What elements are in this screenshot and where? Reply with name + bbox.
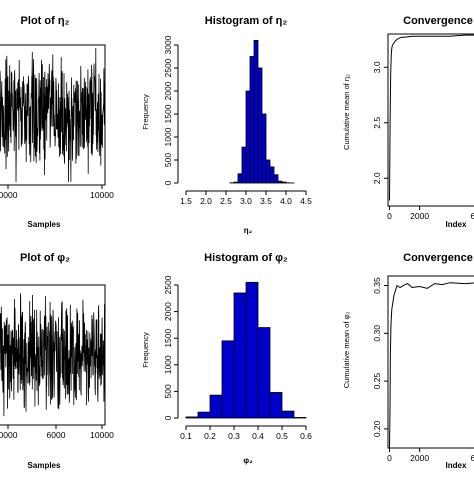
hist1-ytick-label: 3000: [163, 35, 173, 54]
hist2-bar: [258, 328, 270, 418]
hist2-xtick-label: 0.4: [252, 431, 264, 441]
hist1-bar: [278, 181, 282, 183]
hist2-bar: [198, 412, 210, 418]
conv2-ytick-label: 0.20: [372, 420, 382, 437]
conv1-xtick-label: 0: [387, 211, 392, 221]
hist1-bar: [238, 174, 242, 183]
hist1-bar: [274, 175, 278, 183]
hist1-ytick-label: 1000: [163, 127, 173, 146]
conv1-ylabel: Cumulative mean of η₂: [342, 74, 351, 150]
conv2-xtick-label: 2000: [410, 453, 429, 463]
hist1-bar: [234, 182, 238, 183]
hist2-title: Histogram of φ₂: [204, 252, 288, 264]
hist1-ytick-label: 2000: [163, 81, 173, 100]
conv1-xtick-label: 6000: [470, 211, 474, 221]
hist2-bar: [294, 417, 306, 418]
conv1-title: Convergence: [403, 15, 473, 27]
hist2-bar: [210, 395, 222, 418]
hist1-ytick-label: 0: [163, 180, 173, 185]
hist2-ytick-label: 2000: [163, 302, 173, 321]
hist2-xtick-label: 0.1: [180, 431, 192, 441]
hist2-ytick-label: 2500: [163, 275, 173, 294]
hist1-xtick-label: 2.5: [220, 196, 232, 206]
hist2-bar: [282, 411, 294, 418]
hist1-bar: [250, 57, 254, 184]
hist1-xlabel: η₂: [244, 226, 253, 235]
hist2-xtick-label: 0.3: [228, 431, 240, 441]
hist1-xtick-label: 4.5: [300, 196, 312, 206]
conv2-xtick-label: 6000: [470, 453, 474, 463]
hist1-xtick-label: 4.0: [280, 196, 292, 206]
hist2-bar: [186, 417, 198, 418]
conv2-xlabel: Index: [446, 461, 467, 470]
trace2-xtick-label: 6000: [47, 430, 66, 440]
hist2-xtick-label: 0.6: [300, 431, 312, 441]
conv2-ytick-label: 0.30: [372, 325, 382, 342]
hist2-xtick-label: 0.2: [204, 431, 216, 441]
hist1-xtick-label: 2.0: [200, 196, 212, 206]
conv2-title: Convergence: [403, 252, 473, 264]
hist1-xtick-label: 3.5: [260, 196, 272, 206]
conv1-xtick-label: 2000: [410, 211, 429, 221]
hist1-bar: [266, 160, 270, 183]
trace1-title: Plot of η₂: [21, 15, 70, 27]
hist1-ylabel: Frequency: [141, 94, 150, 130]
hist1-bar: [242, 147, 246, 183]
hist1-bar: [258, 68, 262, 183]
conv2-ytick-label: 0.35: [372, 277, 382, 294]
conv1-ytick-label: 2.0: [372, 172, 382, 184]
hist1-bar: [246, 91, 250, 183]
hist1-ytick-label: 2500: [163, 58, 173, 77]
hist1-ytick-label: 1500: [163, 104, 173, 123]
hist2-ytick-label: 500: [163, 384, 173, 398]
conv2-ylabel: Cumulative mean of φ₂: [342, 312, 351, 389]
hist1-bar: [262, 114, 266, 183]
trace2-xtick-label: 0000: [0, 430, 18, 440]
hist1-xtick-label: 3.0: [240, 196, 252, 206]
hist2-bar: [270, 392, 282, 418]
trace1-xtick-label: 0000: [0, 190, 18, 200]
hist2-xtick-label: 0.5: [276, 431, 288, 441]
conv1-ytick-label: 3.0: [372, 61, 382, 73]
hist1-bar: [254, 40, 258, 183]
trace1-xtick-label: 10000: [90, 190, 114, 200]
hist1-bar: [282, 182, 286, 183]
hist1-xtick-label: 1.5: [180, 196, 192, 206]
conv1-ytick-label: 2.5: [372, 117, 382, 129]
hist2-ytick-label: 1500: [163, 328, 173, 347]
hist1-bar: [270, 167, 274, 183]
hist2-bar: [222, 341, 234, 418]
conv2-ytick-label: 0.25: [372, 373, 382, 390]
hist2-ylabel: Frequency: [141, 332, 150, 368]
trace1-xlabel: Samples: [28, 220, 61, 229]
trace2-xtick-label: 10000: [90, 430, 114, 440]
trace2-xlabel: Samples: [28, 461, 61, 470]
hist1-title: Histogram of η₂: [205, 15, 288, 27]
hist2-bar: [246, 282, 258, 418]
hist2-ytick-label: 0: [163, 415, 173, 420]
conv1-xlabel: Index: [446, 220, 467, 229]
hist2-xlabel: φ₂: [243, 456, 253, 465]
hist2-bar: [234, 293, 246, 418]
trace2-title: Plot of φ₂: [20, 252, 70, 264]
hist2-ytick-label: 1000: [163, 355, 173, 374]
conv2-xtick-label: 0: [387, 453, 392, 463]
hist1-ytick-label: 500: [163, 153, 173, 167]
